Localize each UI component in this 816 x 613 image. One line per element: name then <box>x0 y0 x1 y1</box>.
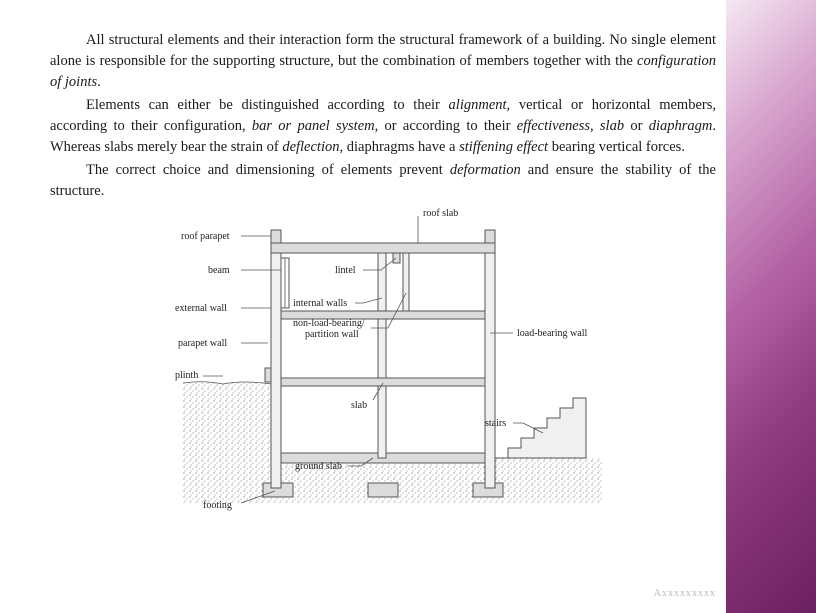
text: or <box>624 118 649 134</box>
building-section-diagram: roof slab roof parapet beam lintel exter… <box>123 208 643 518</box>
text: The correct choice and dimensioning of e… <box>86 162 450 178</box>
roof-parapet-piece <box>271 230 281 243</box>
label-stairs: stairs <box>485 418 506 429</box>
text: , <box>590 118 600 134</box>
slab <box>281 378 485 386</box>
label-lintel: lintel <box>335 265 356 276</box>
italic-text: stiffening effect <box>459 139 548 155</box>
decorative-gradient <box>726 0 816 613</box>
text: All structural elements and their intera… <box>50 32 716 69</box>
label-non-load: non-load-bearing/ <box>293 318 365 329</box>
roof-parapet-piece <box>485 230 495 243</box>
text: bearing vertical forces. <box>548 139 685 155</box>
label-plinth: plinth <box>175 370 198 381</box>
footing <box>368 483 398 497</box>
label-external-wall: external wall <box>175 303 227 314</box>
italic-text: alignment <box>449 97 507 113</box>
roof-slab <box>271 243 495 253</box>
paragraph-3: The correct choice and dimensioning of e… <box>50 160 716 202</box>
text: , diaphragms have a <box>339 139 459 155</box>
ext-wall-left <box>271 243 281 488</box>
label-footing: footing <box>203 500 232 511</box>
label-roof-parapet: roof parapet <box>181 231 230 242</box>
text: , or according to their <box>375 118 517 134</box>
ext-wall-right <box>485 243 495 488</box>
label-slab: slab <box>351 400 367 411</box>
italic-text: slab <box>600 118 624 134</box>
internal-wall <box>378 253 386 458</box>
italic-text: diaphragm <box>649 118 713 134</box>
label-load-bearing: load-bearing wall <box>517 328 587 339</box>
stairs <box>495 398 586 458</box>
label-ground-slab: ground slab <box>295 461 342 472</box>
partition-wall <box>403 253 409 311</box>
parapet-wall-piece <box>265 368 271 382</box>
italic-text: deflection <box>282 139 339 155</box>
italic-text: bar or panel system <box>252 118 375 134</box>
italic-text: effectiveness <box>517 118 590 134</box>
label-internal-walls: internal walls <box>293 298 347 309</box>
label-parapet-wall: parapet wall <box>178 338 227 349</box>
label-partition: partition wall <box>305 329 359 340</box>
lintel <box>393 253 400 263</box>
document-content: All structural elements and their intera… <box>0 0 816 528</box>
ground-hatch <box>183 383 273 503</box>
watermark-text: Аxxxxxxxxx <box>654 588 716 599</box>
ground-hatch <box>493 458 603 503</box>
text: Elements can either be distinguished acc… <box>86 97 449 113</box>
label-roof-slab: roof slab <box>423 208 458 219</box>
paragraph-2: Elements can either be distinguished acc… <box>50 95 716 158</box>
label-beam: beam <box>208 265 230 276</box>
text: . <box>97 74 101 90</box>
paragraph-1: All structural elements and their intera… <box>50 30 716 93</box>
italic-text: deformation <box>450 162 521 178</box>
